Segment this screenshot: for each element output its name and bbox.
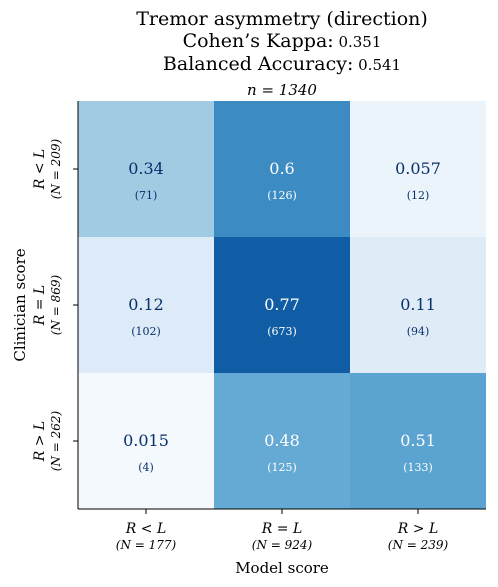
cell-value-label: 0.34	[128, 159, 164, 178]
x-tick-sublabel: (N = 239)	[388, 538, 449, 552]
cell-count-label: (125)	[267, 461, 297, 474]
x-axis-title: Model score	[235, 559, 329, 577]
y-axis-title: Clinician score	[11, 248, 29, 361]
cell-count-label: (133)	[403, 461, 433, 474]
cell-value-label: 0.77	[264, 295, 300, 314]
chart-title-block: Tremor asymmetry (direction) Cohen’s Kapp…	[0, 8, 498, 102]
y-tick-sublabel: (N = 869)	[49, 274, 63, 335]
y-tick-label: R > L	[32, 421, 48, 462]
cell-value-label: 0.12	[128, 295, 164, 314]
title-line-2: Balanced Accuracy: 0.541	[0, 53, 498, 76]
heatmap-cell-2-2	[350, 373, 486, 509]
cell-count-label: (71)	[135, 189, 158, 202]
title-line-1-label: Cohen’s Kappa:	[182, 30, 334, 52]
cell-count-label: (94)	[407, 325, 430, 338]
cell-value-label: 0.015	[123, 431, 169, 450]
heatmap-cell-1-2	[350, 237, 486, 373]
title-line-0: Tremor asymmetry (direction)	[0, 8, 498, 30]
heatmap-cell-2-1	[214, 373, 350, 509]
cell-count-label: (673)	[267, 325, 297, 338]
x-tick-sublabel: (N = 924)	[252, 538, 313, 552]
y-tick-sublabel: (N = 262)	[49, 410, 63, 471]
y-tick-label: R = L	[32, 285, 48, 326]
cell-value-label: 0.6	[269, 159, 294, 178]
x-tick-label: R < L	[125, 521, 166, 537]
title-line-2-label: Balanced Accuracy:	[162, 53, 354, 75]
title-line-1: Cohen’s Kappa: 0.351	[0, 30, 498, 53]
heatmap-cell-0-2	[350, 101, 486, 237]
heatmap-cell-2-0	[78, 373, 214, 509]
cell-value-label: 0.11	[400, 295, 436, 314]
cell-count-label: (12)	[407, 189, 430, 202]
title-line-0-label: Tremor asymmetry (direction)	[136, 8, 428, 30]
heatmap-cell-1-0	[78, 237, 214, 373]
y-tick-sublabel: (N = 209)	[49, 138, 63, 199]
cell-value-label: 0.51	[400, 431, 436, 450]
cell-count-label: (4)	[138, 461, 154, 474]
title-line-1-value: 0.351	[333, 33, 382, 51]
cell-value-label: 0.48	[264, 431, 300, 450]
heatmap-cell-0-0	[78, 101, 214, 237]
cell-count-label: (126)	[267, 189, 297, 202]
cell-count-label: (102)	[131, 325, 161, 338]
x-tick-label: R = L	[261, 521, 302, 537]
title-line-2-value: 0.541	[353, 56, 402, 74]
x-tick-sublabel: (N = 177)	[116, 538, 177, 552]
y-tick-label: R < L	[32, 149, 48, 190]
sample-size-label: n = 1340	[247, 81, 317, 99]
heatmap-cell-1-1	[214, 237, 350, 373]
cell-value-label: 0.057	[395, 159, 441, 178]
x-tick-label: R > L	[397, 521, 438, 537]
heatmap-cell-0-1	[214, 101, 350, 237]
